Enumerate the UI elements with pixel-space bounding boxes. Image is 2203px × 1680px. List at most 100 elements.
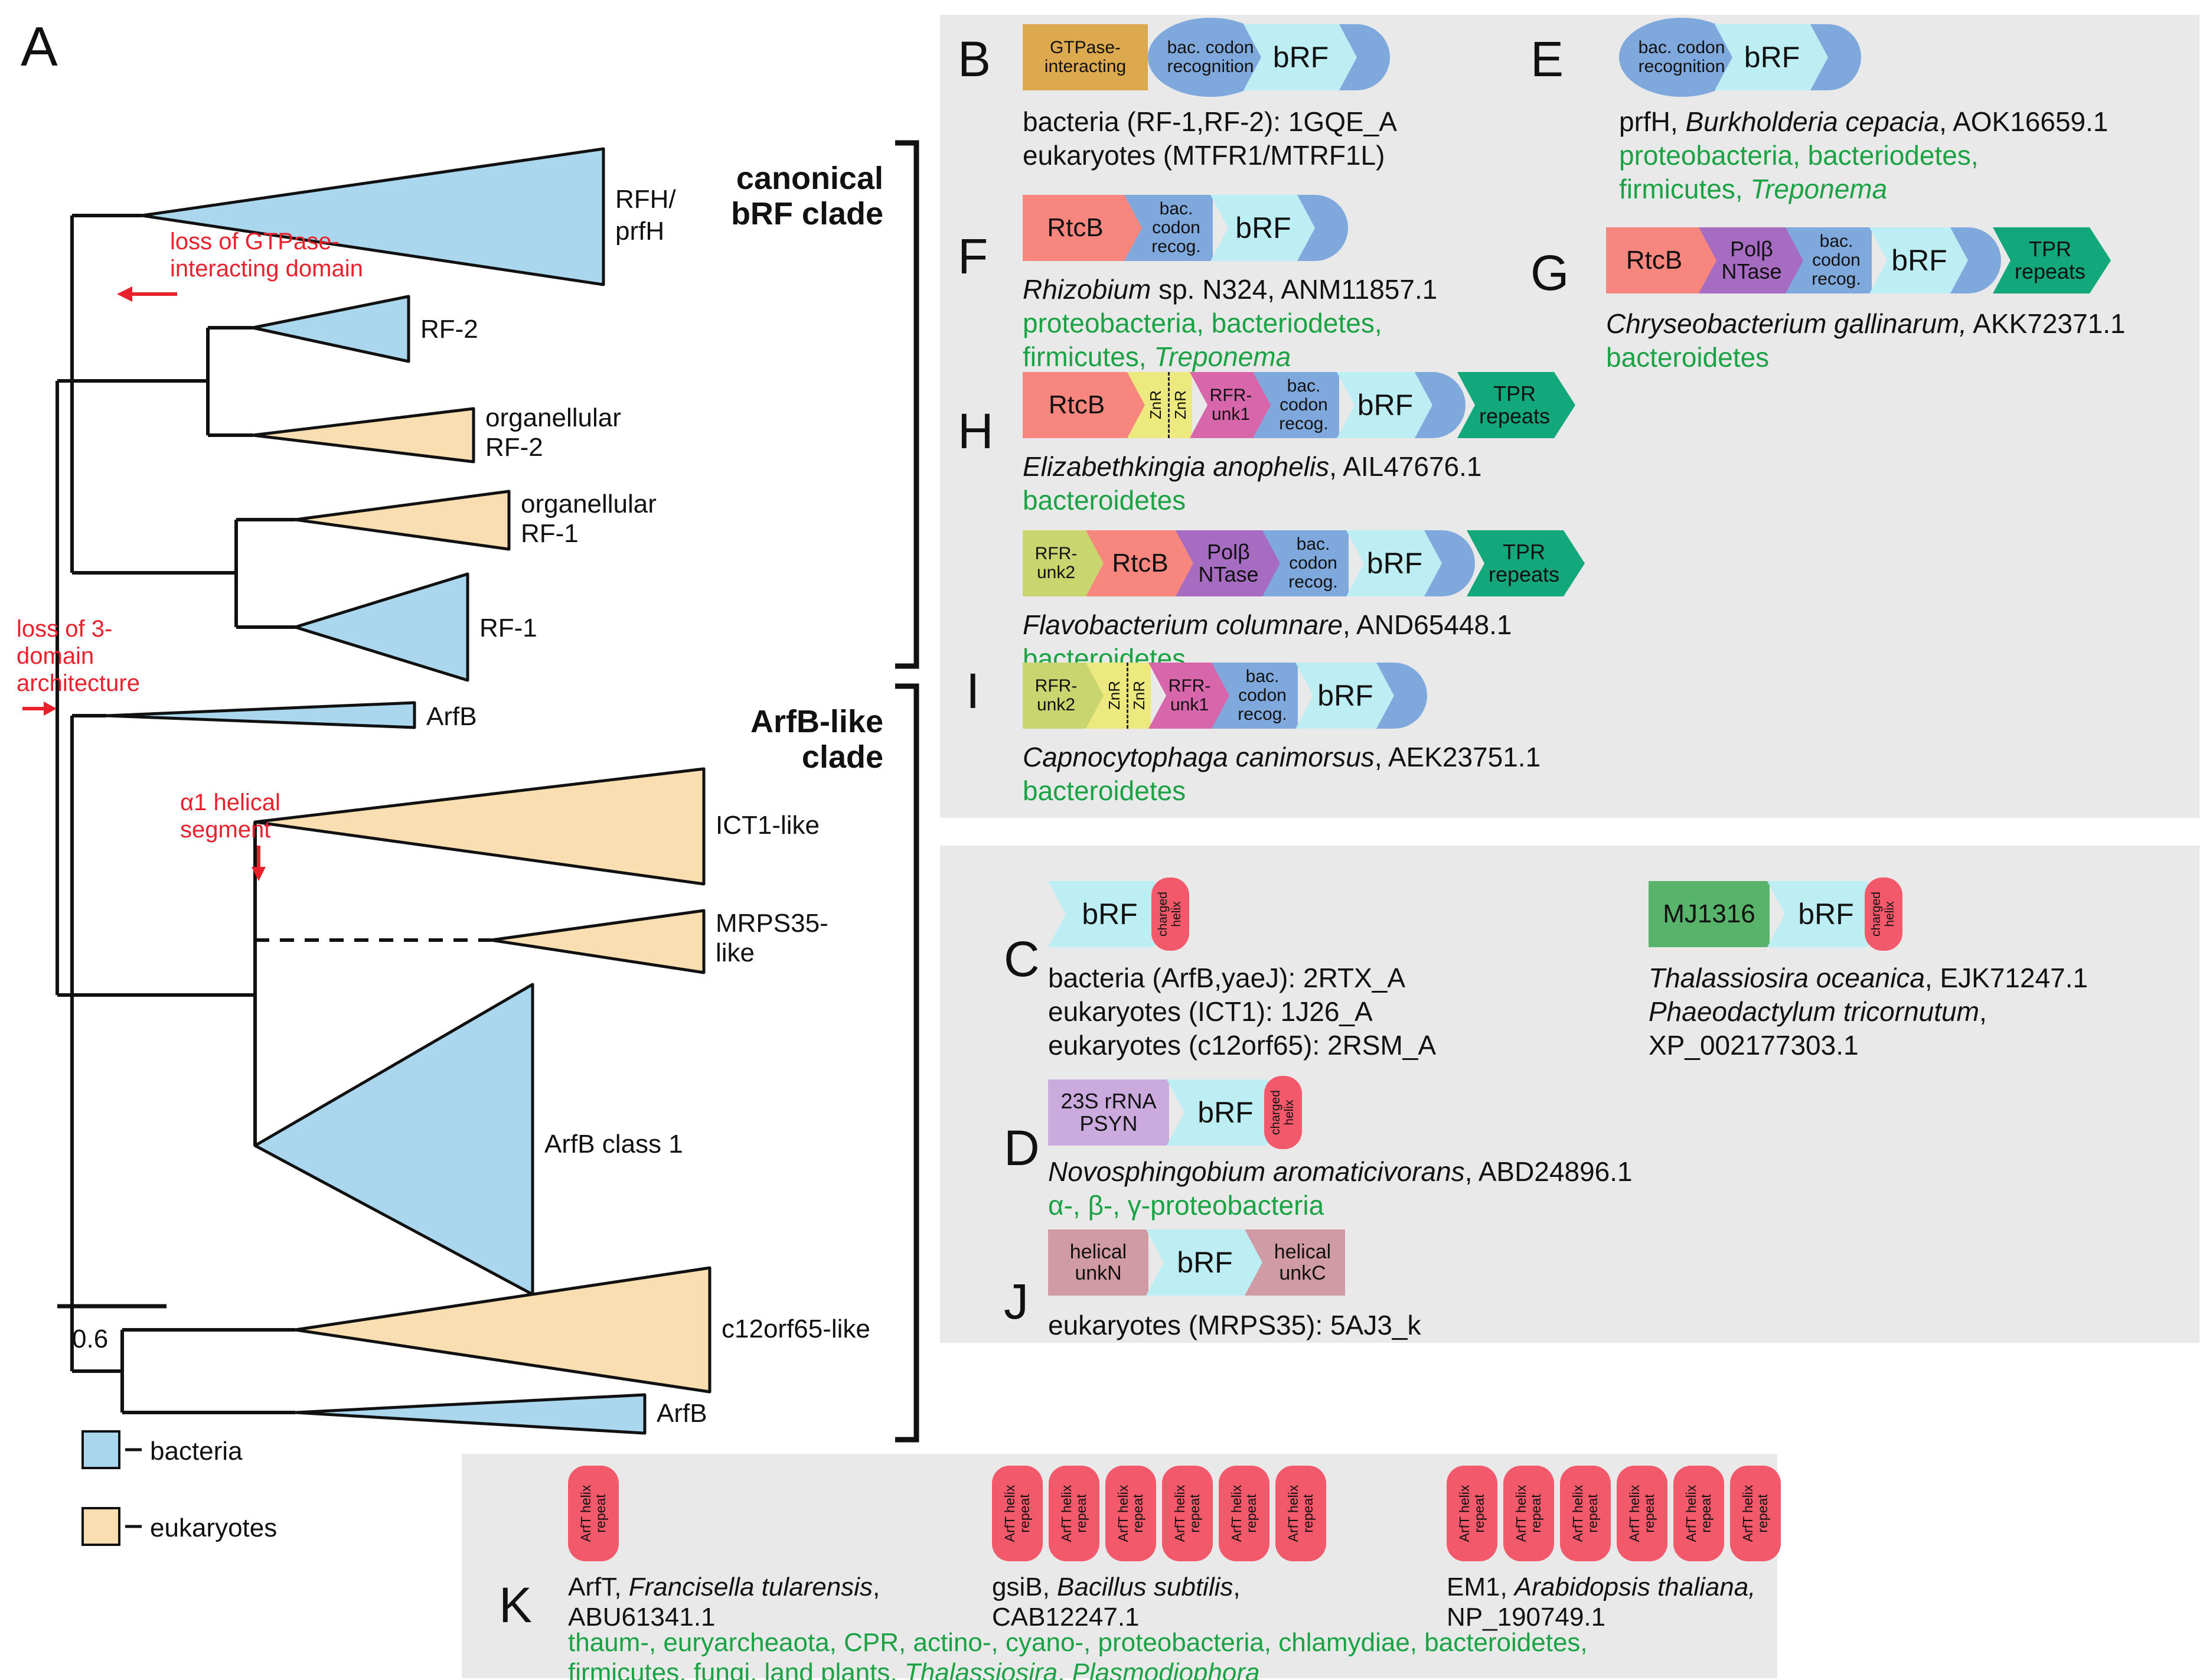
- arft-repeat-label: ArfT helix repeat: [1740, 1485, 1770, 1542]
- architecture-h2: RFR-unk2 RtcB Polβ NTase bac. codon reco…: [1023, 530, 1585, 596]
- accession: , EJK71247.1: [1924, 963, 2088, 993]
- accession: , AOK16659.1: [1939, 106, 2109, 137]
- caption-seg: gsiB,: [992, 1573, 1058, 1601]
- label-rf2: RF-2: [420, 315, 478, 344]
- accession: sp. N324, ANM11857.1: [1151, 274, 1438, 305]
- domain-polb-ntase: Polβ NTase: [1699, 227, 1808, 293]
- annotation-alpha-helical-1: α1 helical: [180, 790, 280, 815]
- caption-line: Novosphingobium aromaticivorans, ABD2489…: [1048, 1155, 1633, 1189]
- lineage-line: bacteroidetes: [1023, 775, 1186, 807]
- down-arrow-head: [252, 867, 266, 881]
- accession: , AEK23751.1: [1374, 742, 1541, 772]
- domain-arft-helix-repeat: ArfT helix repeat: [1730, 1466, 1781, 1561]
- tree-branches: [56, 214, 491, 1414]
- arft-repeat-label: ArfT helix repeat: [1513, 1485, 1543, 1542]
- domain-arft-helix-repeat: ArfT helix repeat: [1560, 1466, 1611, 1561]
- clade-mrps35-like: [489, 909, 706, 974]
- arft-repeat-label: ArfT helix repeat: [1059, 1485, 1089, 1542]
- accession: AKK72371.1: [1967, 308, 2126, 339]
- lineage-line: firmicutes, Treponema: [1619, 172, 2109, 206]
- caption-line: Capnocytophaga canimorsus, AEK23751.1: [1023, 740, 1541, 774]
- bracket-canonical-label-2: bRF clade: [731, 196, 883, 231]
- arft-repeat-label: ArfT helix repeat: [1115, 1485, 1145, 1542]
- znr-cell: ZnR: [1126, 663, 1151, 729]
- arft-repeat-label: ArfT helix repeat: [1457, 1485, 1487, 1542]
- phylogenetic-tree: RFH/ prfH RF-2 organellular RF-2 organel…: [17, 140, 919, 1546]
- domain-23s-rrna-psyn: 23S rRNA PSYN: [1048, 1079, 1169, 1146]
- label-ict1: ICT1-like: [716, 811, 820, 840]
- domain-charged-helix: charged helix: [1865, 877, 1902, 951]
- domain-rtcb: RtcB: [1606, 227, 1721, 293]
- caption-line: Thalassiosira oceanica, EJK71247.1: [1649, 961, 2203, 995]
- label-org-rf1-2: RF-1: [521, 519, 579, 548]
- caption-line: eukaryotes (ICT1): 1J26_A: [1048, 996, 1373, 1027]
- arft-repeat-label: ArfT helix repeat: [1627, 1485, 1657, 1542]
- znr-label: ZnR: [1105, 681, 1124, 710]
- species-name: Phaeodactylum tricornutum: [1649, 996, 1979, 1027]
- lineage-genus: Plasmodiophora: [1072, 1658, 1260, 1680]
- caption-seg: prfH,: [1619, 106, 1686, 137]
- caption-line: EM1, Arabidopsis thaliana,: [1447, 1572, 1755, 1602]
- domain-bac-codon-recog: bac. codon recog.: [1786, 227, 1872, 293]
- clade-arfb-lower: [293, 1393, 647, 1435]
- architecture-i: RFR-unk2 ZnR ZnR RFR-unk1 bac. codon rec…: [1023, 663, 1427, 729]
- panel-f-letter: F: [958, 229, 988, 284]
- label-c12orf65: c12orf65-like: [722, 1314, 870, 1343]
- caption-line: ArfT, Francisella tularensis,: [568, 1572, 880, 1602]
- architecture-mj1316: MJ1316 bRF charged helix: [1649, 877, 1902, 951]
- caption-seg: EM1,: [1447, 1573, 1515, 1601]
- accession: , AIL47676.1: [1329, 451, 1482, 482]
- species-name: Flavobacterium columnare: [1023, 609, 1343, 640]
- domain-bac-codon-recog: bac. codon recog.: [1262, 530, 1349, 596]
- caption-line: Elizabethkingia anophelis, AIL47676.1: [1023, 450, 1482, 484]
- species-name: Arabidopsis thaliana,: [1514, 1573, 1756, 1601]
- lineage-line: α-, β-, γ-proteobacteria: [1048, 1190, 1324, 1221]
- arft-repeat-label: ArfT helix repeat: [1570, 1485, 1600, 1542]
- panel-k-letter: K: [499, 1577, 533, 1633]
- label-arfb-upper: ArfB: [426, 702, 477, 731]
- legend-bacteria-swatch: [81, 1430, 120, 1469]
- caption-line: prfH, Burkholderia cepacia, AOK16659.1: [1619, 105, 2109, 139]
- znr-cell: ZnR: [1104, 663, 1127, 729]
- accession: CAB12247.1: [992, 1603, 1140, 1632]
- domain-arft-helix-repeat: ArfT helix repeat: [1162, 1466, 1213, 1561]
- caption-line: eukaryotes (c12orf65): 2RSM_A: [1048, 1030, 1437, 1061]
- legend-eukaryotes-label: eukaryotes: [150, 1513, 277, 1542]
- domain-brf: bRF: [1210, 195, 1320, 261]
- panel-i-caption: Capnocytophaga canimorsus, AEK23751.1 ba…: [1023, 740, 1541, 808]
- species-name: Chryseobacterium gallinarum,: [1606, 308, 1967, 339]
- label-mrps35-2: like: [716, 938, 755, 967]
- architecture-h1: RtcB ZnR ZnR RFR-unk1 bac. codon recog. …: [1023, 372, 1575, 438]
- accession: ABU61341.1: [568, 1603, 716, 1632]
- lineage-seg: firmicutes, fungi, land plants,: [568, 1658, 905, 1680]
- arft-repeat-label: ArfT helix repeat: [1229, 1485, 1259, 1542]
- species-name: Francisella tularensis: [628, 1573, 873, 1601]
- caption-line: gsiB, Bacillus subtilis,: [992, 1572, 1241, 1602]
- panel-j-letter: J: [1004, 1274, 1029, 1329]
- domain-rtcb: RtcB: [1023, 195, 1147, 261]
- clade-organellular-rf2: [251, 407, 475, 464]
- accession: , XP_002177303.1: [1649, 996, 1987, 1061]
- arft-group-3: ArfT helix repeat ArfT helix repeat ArfT…: [1447, 1466, 1781, 1561]
- domain-brf: bRF: [1715, 24, 1833, 90]
- caption-line: eukaryotes (MTFR1/MTRF1L): [1023, 140, 1385, 171]
- panel-c-caption: bacteria (ArfB,yaeJ): 2RTX_A eukaryotes …: [1048, 961, 1436, 1062]
- caption-seg: ,: [872, 1573, 880, 1601]
- arft-repeat-label: ArfT helix repeat: [1285, 1485, 1316, 1542]
- architecture-j: helical unkN bRF helical unkC: [1048, 1229, 1345, 1296]
- panel-c-letter: C: [1004, 931, 1040, 987]
- lineage-line: firmicutes, fungi, land plants, Thalassi…: [568, 1658, 1588, 1680]
- clade-ict1-like: [253, 767, 706, 886]
- accession: , AND65448.1: [1343, 609, 1512, 640]
- lineage-line: firmicutes, Treponema: [1023, 340, 1437, 374]
- clade-arfb-upper: [105, 701, 416, 729]
- clade-c12orf65-like: [293, 1266, 712, 1394]
- lineage-seg: firmicutes,: [1023, 341, 1154, 373]
- panel-f-caption: Rhizobium sp. N324, ANM11857.1 proteobac…: [1023, 273, 1437, 374]
- species-name: Burkholderia cepacia: [1685, 106, 1940, 137]
- annotation-alpha-helical-2: segment: [180, 817, 270, 843]
- znr-label: ZnR: [1147, 390, 1165, 420]
- domain-arft-helix-repeat: ArfT helix repeat: [1617, 1466, 1667, 1561]
- bracket-canonical-brf: [895, 140, 919, 669]
